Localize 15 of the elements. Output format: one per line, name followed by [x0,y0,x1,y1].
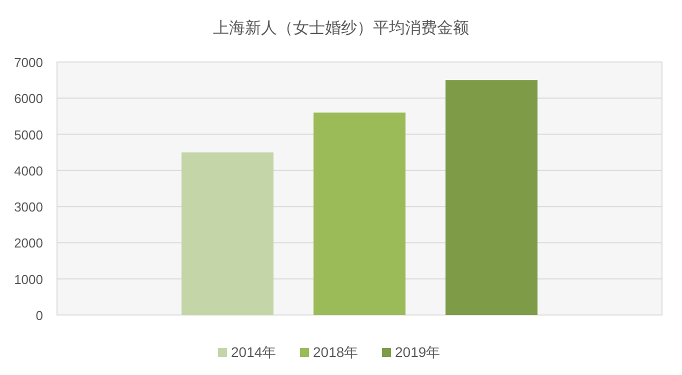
bar [314,112,406,315]
y-tick-label: 3000 [14,200,43,215]
legend-label: 2014年 [231,344,276,360]
y-tick-label: 1000 [14,272,43,287]
y-tick-label: 5000 [14,127,43,142]
chart-title: 上海新人（女士婚纱）平均消费金额 [213,19,469,37]
y-tick-label: 6000 [14,91,43,106]
y-tick-label: 2000 [14,236,43,251]
legend-label: 2019年 [395,344,440,360]
y-tick-label: 0 [36,308,43,323]
bar [182,152,274,315]
legend-label: 2018年 [313,344,358,360]
bar [446,80,538,315]
y-tick-label: 4000 [14,163,43,178]
y-tick-label: 7000 [14,55,43,70]
